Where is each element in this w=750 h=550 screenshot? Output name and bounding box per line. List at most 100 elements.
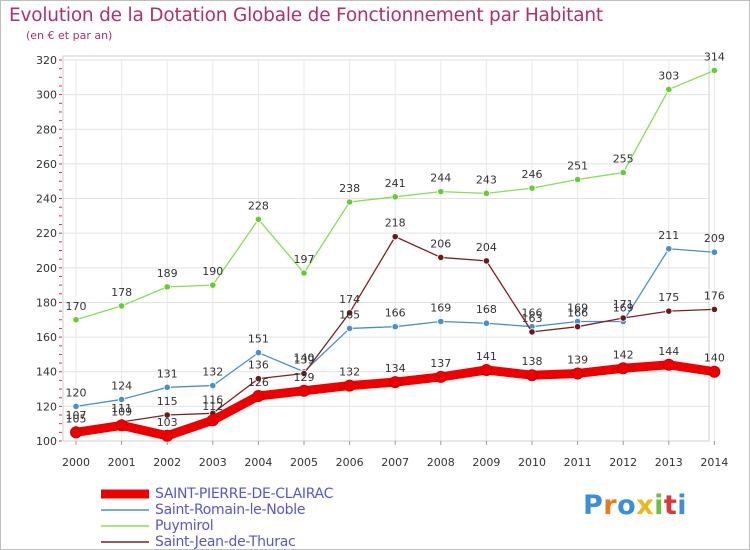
data-point-saint-jean-de-thurac [391,233,399,241]
data-label: 169 [567,302,588,315]
y-tick-label: 100 [36,435,57,448]
data-label: 115 [157,395,178,408]
data-label: 112 [202,400,223,413]
x-tick-label: 2011 [564,456,592,469]
data-point-puymirol [437,188,445,196]
data-label: 105 [66,412,87,425]
data-point-saint-jean-de-thurac [619,314,627,322]
data-point-puymirol [300,269,308,277]
data-label: 209 [704,232,725,245]
data-label: 163 [522,312,543,325]
y-tick-label: 320 [36,54,57,67]
y-tick-label: 140 [36,366,57,379]
data-label: 132 [339,366,360,379]
data-label: 241 [385,177,406,190]
x-tick-label: 2003 [199,456,227,469]
data-point-saint-romain-le-noble [665,245,673,253]
data-point-saint-jean-de-thurac [573,323,582,331]
data-point-saint-jean-de-thurac [665,307,673,315]
data-label: 166 [385,307,406,320]
x-tick-label: 2007 [381,456,409,469]
data-label: 190 [202,265,223,278]
data-point-saint-jean-de-thurac [528,328,536,336]
data-label: 169 [430,302,451,315]
data-label: 166 [567,307,588,320]
x-tick-label: 2010 [518,456,546,469]
data-label: 251 [567,159,588,172]
data-point-saint-jean-de-thurac [482,257,490,265]
legend-swatch-puymirol [101,525,149,527]
logo-letter: o [617,490,637,521]
data-label: 116 [202,393,223,406]
data-point-puymirol [391,193,399,201]
data-point-saint-pierre-de-clairac [617,362,630,375]
data-point-saint-pierre-de-clairac [434,370,447,383]
data-point-saint-romain-le-noble [710,248,719,256]
data-point-puymirol [345,198,354,206]
data-label: 206 [430,237,451,250]
logo-letter: x [636,490,655,521]
data-point-saint-pierre-de-clairac [480,363,493,376]
data-point-puymirol [118,302,126,310]
x-tick-label: 2001 [108,456,136,469]
data-label: 141 [476,350,497,363]
y-tick-label: 240 [36,193,57,206]
chart-title: Evolution de la Dotation Globale de Fonc… [9,5,603,26]
y-tick-label: 180 [36,296,57,309]
x-tick-label: 2012 [609,456,637,469]
data-point-puymirol [163,283,171,291]
data-point-saint-pierre-de-clairac [298,384,310,397]
legend-label: SAINT-PIERRE-DE-CLAIRAC [155,486,334,502]
data-label: 140 [294,352,315,365]
data-point-saint-pierre-de-clairac [206,414,219,427]
data-point-puymirol [528,184,536,192]
data-label: 166 [522,307,543,320]
data-point-saint-pierre-de-clairac [389,376,402,389]
logo-letter: i [677,490,688,521]
data-label: 139 [294,353,315,366]
legend: SAINT-PIERRE-DE-CLAIRAC Saint-Romain-le-… [101,486,334,549]
data-label: 129 [294,371,315,384]
legend-swatch-saint-pierre-de-clairac [101,489,149,499]
data-label: 111 [111,402,132,415]
data-label: 151 [248,333,269,346]
data-point-saint-pierre-de-clairac [571,367,584,380]
data-label: 107 [66,409,87,422]
x-tick-label: 2006 [336,456,364,469]
data-label: 132 [202,366,223,379]
data-label: 171 [613,298,634,311]
data-label: 246 [522,168,543,181]
data-label: 314 [704,50,725,63]
data-label: 138 [522,355,543,368]
x-tick-label: 2013 [655,456,683,469]
data-label: 109 [111,405,132,418]
y-tick-label: 120 [36,400,57,413]
data-point-saint-romain-le-noble [72,402,80,410]
legend-label: Saint-Romain-le-Noble [155,502,306,518]
data-label: 142 [613,348,634,361]
data-point-saint-romain-le-noble [118,395,126,404]
data-label: 139 [567,353,588,366]
data-label: 124 [111,379,132,392]
data-point-saint-romain-le-noble [391,323,399,331]
legend-item-saint-romain-le-noble: Saint-Romain-le-Noble [101,502,333,518]
data-label: 165 [339,308,360,321]
data-point-saint-pierre-de-clairac [662,358,675,371]
x-tick-label: 2002 [153,456,181,469]
data-label: 255 [613,153,634,166]
data-point-saint-pierre-de-clairac [252,389,265,402]
y-tick-label: 200 [36,262,57,275]
data-point-saint-jean-de-thurac [437,253,445,262]
data-point-saint-romain-le-noble [482,319,490,327]
data-point-puymirol [710,66,719,74]
data-point-saint-jean-de-thurac [300,369,308,378]
data-label: 238 [339,182,360,195]
data-label: 136 [248,359,269,372]
data-label: 168 [476,303,497,316]
x-tick-label: 2005 [290,456,318,469]
data-label: 243 [476,173,497,186]
data-label: 170 [66,300,87,313]
x-tick-label: 2004 [244,456,272,469]
